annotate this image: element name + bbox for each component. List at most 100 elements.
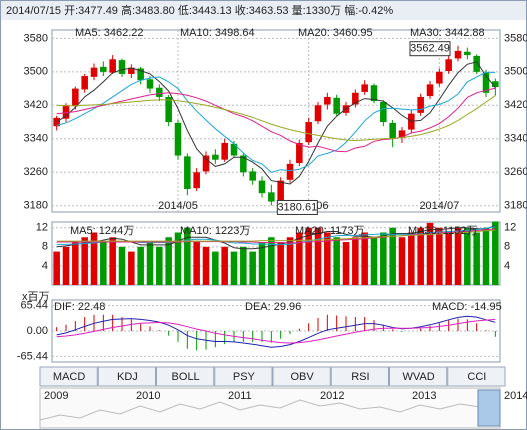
tab-label[interactable]: CCI [467, 371, 486, 383]
candle-body [352, 92, 359, 105]
volume-bar [109, 237, 116, 285]
y-tick-label: 3260 [24, 166, 48, 178]
volume-bar [464, 227, 471, 285]
tab[interactable] [330, 366, 389, 387]
ma-line [56, 315, 496, 348]
volume-bar [417, 227, 424, 285]
candle-body [128, 67, 135, 74]
legend-entry: MA10: 1223万 [180, 225, 250, 237]
low-box [276, 199, 318, 215]
y-tick-label: 3180 [24, 200, 48, 212]
legend-entry: DEA: 29.96 [245, 301, 301, 313]
candle-body [221, 142, 228, 160]
tab-label[interactable]: BOLL [172, 371, 200, 383]
candle-body [417, 96, 424, 113]
y-tick-label-right: 4 [504, 260, 510, 272]
candle-body [174, 122, 182, 156]
candle-body [193, 172, 200, 189]
volume-bar [482, 227, 490, 285]
volume-bar [90, 232, 98, 285]
timeline-handle[interactable] [477, 389, 501, 427]
volume-bar [445, 232, 452, 285]
volume-bar [221, 246, 228, 285]
y-tick-label-right: 3580 [504, 32, 527, 44]
volume-bar [426, 222, 434, 285]
legend-entry: MA30: 1152万 [408, 225, 478, 237]
tab[interactable] [447, 366, 506, 387]
volume-bar [212, 251, 219, 285]
candle-body [277, 180, 284, 201]
timeline-year: 2010 [136, 390, 160, 402]
legend-entry: MACD: -14.95 [432, 301, 502, 313]
timeline-year: 2012 [320, 390, 344, 402]
y-tick-label-right: 8 [504, 241, 510, 253]
legend-entry: MA5: 1244万 [70, 225, 134, 237]
candle-body [370, 85, 378, 102]
ma-line [56, 61, 496, 185]
tab[interactable] [214, 366, 273, 387]
candle-body [286, 163, 294, 180]
tab-label[interactable]: OBV [291, 371, 315, 383]
tab-label[interactable]: MACD [53, 371, 85, 383]
header-bar [1, 1, 526, 20]
tab[interactable] [39, 366, 98, 387]
tab-label[interactable]: RSI [351, 371, 369, 383]
candle-body [118, 60, 126, 74]
timeline-year: 2009 [44, 390, 68, 402]
candle-body [258, 180, 266, 194]
candle-body [240, 155, 247, 173]
volume-bar [305, 227, 312, 285]
y-tick-label-right: 3500 [504, 66, 527, 78]
high-label: 3562.49 [410, 43, 450, 55]
tab[interactable] [272, 366, 331, 387]
legend-entry: DIF: 22.48 [54, 301, 105, 313]
timeline-year: 2011 [228, 390, 252, 402]
volume-bar [193, 242, 200, 285]
volume-bar [72, 242, 79, 285]
unit-label: x百万 [22, 291, 50, 303]
candle-body [230, 143, 238, 156]
candle-body [146, 79, 154, 89]
candle-body [426, 84, 434, 97]
tab[interactable] [389, 366, 448, 387]
volume-bar [296, 232, 303, 285]
y-tick-label-right: 3260 [504, 166, 527, 178]
candle-body [165, 96, 172, 123]
tab-label[interactable]: KDJ [117, 371, 138, 383]
candle-body [100, 66, 107, 72]
y-tick-label: 65.44 [20, 300, 48, 312]
x-tick-label: 2014/07 [419, 200, 459, 212]
volume-bar [408, 232, 415, 285]
ma-line [56, 95, 496, 142]
volume-bar [100, 242, 107, 285]
candle-body [324, 96, 331, 105]
ma-line [56, 318, 496, 344]
candle-body [296, 142, 303, 164]
ma-line [56, 71, 496, 173]
high-box [409, 41, 451, 57]
tab[interactable] [156, 366, 215, 387]
y-tick-label: 0.00 [27, 325, 48, 337]
volume-bar [454, 227, 462, 285]
y-tick-label: 4 [42, 260, 48, 272]
tab[interactable] [97, 366, 156, 387]
tab-label[interactable]: WVAD [403, 371, 435, 383]
volume-bar [398, 237, 406, 285]
tab-label[interactable]: PSY [233, 371, 256, 383]
panel [51, 221, 501, 286]
candle-body [156, 87, 163, 97]
volume-bar [137, 246, 144, 285]
volume-bar [314, 227, 322, 285]
volume-bar [118, 246, 126, 285]
y-tick-label-right: 3340 [504, 133, 527, 145]
y-tick-label-right: 3180 [504, 200, 527, 212]
timeline [39, 387, 501, 429]
volume-bar [81, 237, 88, 285]
candle-body [249, 171, 256, 181]
volume-bar [156, 246, 163, 285]
candle-body [202, 155, 210, 172]
volume-bar [249, 251, 256, 285]
volume-bar [174, 232, 182, 285]
candle-body [90, 67, 98, 77]
